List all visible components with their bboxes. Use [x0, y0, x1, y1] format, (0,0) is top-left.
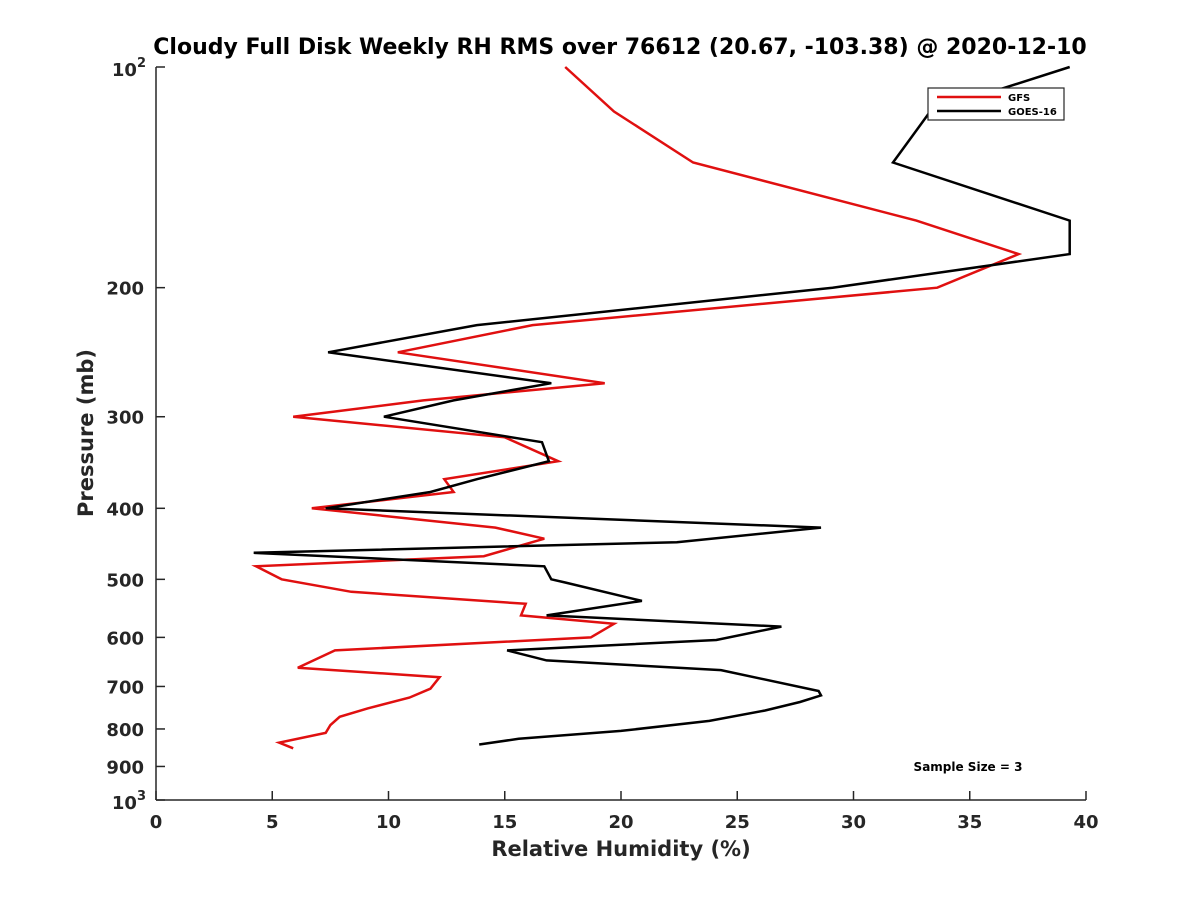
y-tick-label: 400 [106, 499, 144, 520]
legend-box [927, 87, 1065, 121]
y-tick-label: 300 [106, 408, 144, 429]
series-line-goes16 [253, 65, 1071, 746]
series-layer [251, 65, 1071, 750]
legend-label-gfs: GFS [1008, 93, 1030, 104]
x-tick-label: 35 [957, 812, 982, 833]
y-tick-label: 700 [106, 677, 144, 698]
legend-label-goes16: GOES-16 [1008, 107, 1057, 118]
y-tick-label: 600 [106, 628, 144, 649]
y-tick-label: 200 [106, 279, 144, 300]
y-axis-label: Pressure (mb) [74, 349, 98, 517]
x-tick-label: 5 [266, 812, 279, 833]
y-tick-label-power: 102 [112, 56, 146, 81]
x-axis-label: Relative Humidity (%) [491, 837, 750, 861]
x-tick-label: 0 [150, 812, 163, 833]
x-tick-label: 20 [608, 812, 633, 833]
y-tick-label: 800 [106, 720, 144, 741]
plot-area: 0 5 10 15 20 25 30 35 40 200 300 400 500 600 700 800 90… [106, 56, 1098, 833]
x-tick-label: 15 [492, 812, 517, 833]
y-tick-label-power: 103 [112, 789, 146, 814]
y-tick-label: 500 [106, 570, 144, 591]
y-tick-label: 900 [106, 757, 144, 778]
plot-background [156, 67, 1086, 800]
legend: GFS GOES-16 [927, 87, 1065, 121]
x-tick-label: 40 [1073, 812, 1098, 833]
chart-title: Cloudy Full Disk Weekly RH RMS over 7661… [153, 35, 1086, 60]
sample-size-annotation: Sample Size = 3 [914, 760, 1023, 774]
series-line-gfs [251, 66, 1023, 750]
y-ticks: 200 300 400 500 600 700 800 900 102 103 [106, 56, 165, 814]
axes: 0 5 10 15 20 25 30 35 40 200 300 400 500 600 700 800 90… [106, 56, 1098, 833]
x-ticks: 0 5 10 15 20 25 30 35 40 [150, 791, 1099, 833]
x-tick-label: 30 [841, 812, 866, 833]
x-tick-label: 25 [725, 812, 750, 833]
x-tick-label: 10 [376, 812, 401, 833]
